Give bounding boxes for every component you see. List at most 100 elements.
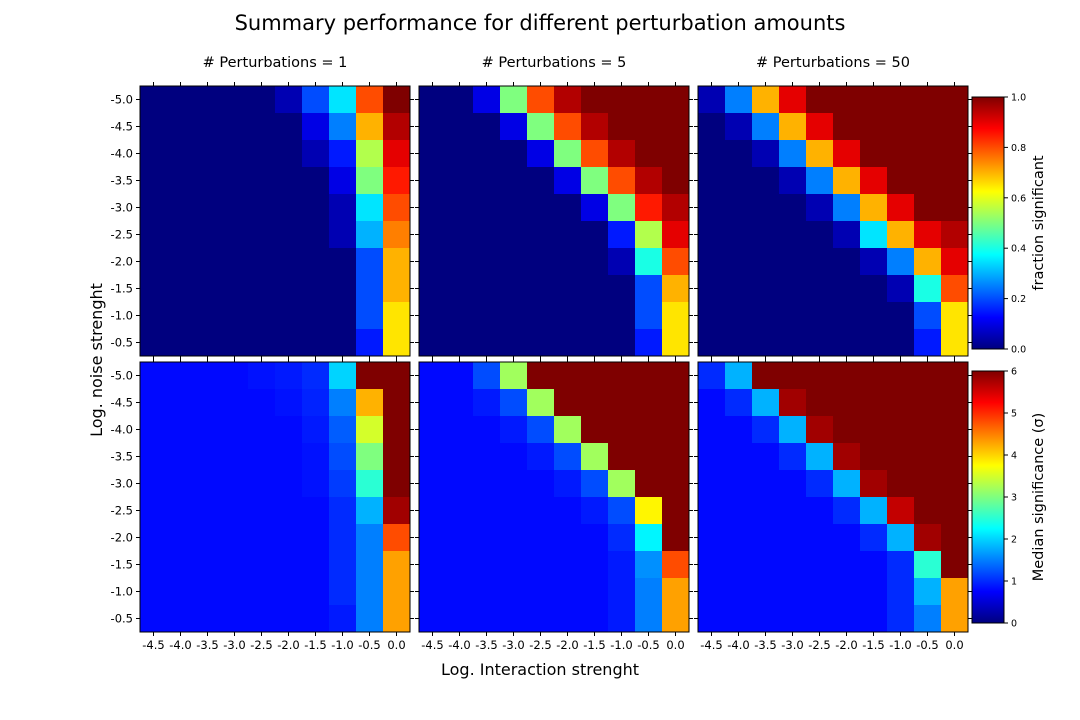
heatmap-cell [419,578,447,606]
heatmap-cell [500,221,528,249]
heatmap-cell [194,578,222,606]
x-tick-label: -4.0 [448,638,470,652]
colorbar-gradient [971,370,1005,624]
heatmap-cell [329,140,357,168]
heatmap-cell [473,524,501,552]
heatmap-cell [473,167,501,195]
x-tick-label: -2.5 [529,638,551,652]
heatmap-cell [887,221,915,249]
heatmap-cell [221,524,249,552]
heatmap-cell [527,329,555,357]
heatmap-cell [302,551,330,579]
heatmap-cell [581,86,609,114]
heatmap-cell [833,578,861,606]
heatmap-cell [752,470,780,498]
heatmap-cell [860,329,888,357]
heatmap-cell [887,194,915,222]
heatmap-cell [302,416,330,444]
heatmap-cell [779,497,807,525]
heatmap-cell [473,470,501,498]
panel-frame [418,85,690,357]
heatmap-cell [914,221,942,249]
heatmap-cell [725,302,753,330]
heatmap-cell [419,167,447,195]
heatmap-cell [302,167,330,195]
heatmap-cell [725,86,753,114]
heatmap-cell [302,86,330,114]
heatmap-cell [725,416,753,444]
heatmap-cell [275,578,303,606]
heatmap-cell [221,551,249,579]
heatmap-cell [167,497,195,525]
heatmap-cell [248,578,276,606]
heatmap-cell [833,302,861,330]
heatmap-cell [725,275,753,303]
heatmap-cell [527,389,555,417]
heatmap-cell [302,470,330,498]
heatmap-cell [725,578,753,606]
heatmap-cell [662,221,690,249]
heatmap-cell [500,578,528,606]
heatmap-cell [581,248,609,276]
heatmap-cell [419,302,447,330]
heatmap-panel: # Perturbations = 5 [415,55,693,360]
heatmap-cell [140,362,168,390]
heatmap-cell [383,524,411,552]
colorbar-tick-label: 3 [1011,493,1017,504]
heatmap-cell [635,389,663,417]
y-tick-label: -4.5 [111,396,133,410]
heatmap-cell [662,329,690,357]
heatmap-cell [833,497,861,525]
heatmap-cell [698,524,726,552]
heatmap-cell [806,443,834,471]
heatmap-cell [419,605,447,633]
heatmap-cell [473,497,501,525]
heatmap-cell [446,167,474,195]
heatmap-cell [806,416,834,444]
heatmap-cell [140,329,168,357]
x-tick-label: 0.0 [945,638,963,652]
heatmap-cell [806,497,834,525]
heatmap-cell [140,443,168,471]
heatmap-cell [194,167,222,195]
y-tick-label: -0.5 [111,336,133,350]
heatmap-cell [860,362,888,390]
panel-frame [697,361,969,633]
colorbar: 0 1 2 3 4 5 6 Median significance (σ) [971,367,1047,630]
heatmap-cell [860,275,888,303]
heatmap-cell [581,578,609,606]
heatmap-cell [356,167,384,195]
heatmap-cell [806,605,834,633]
heatmap-cell [779,302,807,330]
heatmap-cell [608,113,636,141]
heatmap-cell [419,275,447,303]
heatmap-cell [275,497,303,525]
heatmap-cell [356,470,384,498]
heatmap-cell [194,221,222,249]
heatmap-cell [446,443,474,471]
heatmap-cell [419,221,447,249]
heatmap-cell [608,167,636,195]
heatmap-cell [725,221,753,249]
heatmap-cell [941,194,969,222]
heatmap-cell [887,470,915,498]
heatmap-cell [887,167,915,195]
heatmap-cell [329,470,357,498]
heatmap-cell [635,302,663,330]
heatmap-cell [752,275,780,303]
heatmap-cell [140,302,168,330]
colorbar-gradient [971,96,1005,350]
heatmap-cell [500,470,528,498]
heatmap-cell [698,167,726,195]
heatmap-cell [221,194,249,222]
heatmap-cell [221,578,249,606]
heatmap-cell [833,140,861,168]
heatmap-cell [140,416,168,444]
x-tick-label: -1.0 [889,638,911,652]
heatmap-cell [167,86,195,114]
heatmap-cell [941,443,969,471]
heatmap-cell [167,389,195,417]
heatmap-cell [833,470,861,498]
heatmap-cell [779,113,807,141]
heatmap-cell [554,221,582,249]
